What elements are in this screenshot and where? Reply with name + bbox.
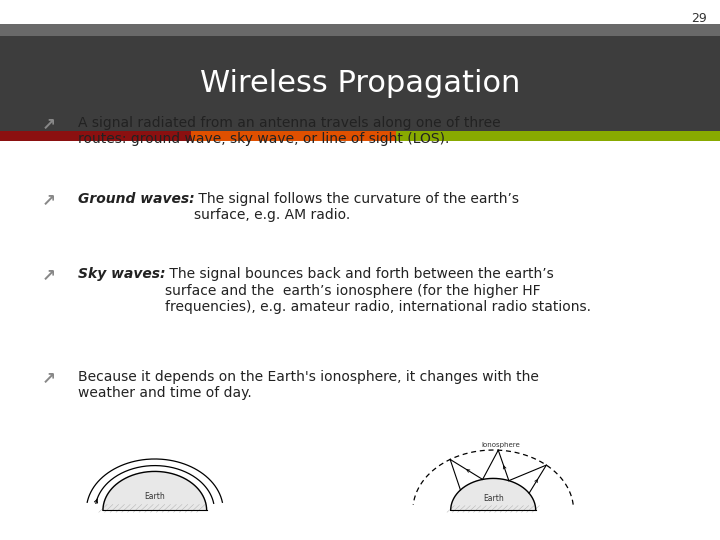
- Text: ↗: ↗: [42, 192, 56, 210]
- Text: ↗: ↗: [42, 116, 56, 134]
- Text: A signal radiated from an antenna travels along one of three
routes: ground wave: A signal radiated from an antenna travel…: [78, 116, 500, 146]
- Text: ↗: ↗: [42, 267, 56, 285]
- Text: Ionosphere: Ionosphere: [482, 442, 521, 449]
- Text: Earth: Earth: [145, 492, 165, 501]
- Text: Ground waves:: Ground waves:: [78, 192, 194, 206]
- Text: Wireless Propagation: Wireless Propagation: [200, 69, 520, 98]
- Text: 29: 29: [691, 12, 707, 25]
- Bar: [191, 131, 396, 141]
- Bar: [0, 131, 191, 141]
- Bar: [0, 24, 720, 36]
- Text: ↗: ↗: [42, 370, 56, 388]
- Bar: [0, 36, 720, 131]
- Text: Because it depends on the Earth's ionosphere, it changes with the
weather and ti: Because it depends on the Earth's ionosp…: [78, 370, 539, 400]
- Polygon shape: [451, 478, 536, 510]
- Text: The signal follows the curvature of the earth’s
surface, e.g. AM radio.: The signal follows the curvature of the …: [194, 192, 519, 222]
- Text: Sky waves:: Sky waves:: [78, 267, 166, 281]
- Text: The signal bounces back and forth between the earth’s
surface and the  earth’s i: The signal bounces back and forth betwee…: [166, 267, 591, 314]
- Bar: [396, 131, 720, 141]
- Polygon shape: [103, 471, 207, 510]
- Text: Earth: Earth: [483, 494, 503, 503]
